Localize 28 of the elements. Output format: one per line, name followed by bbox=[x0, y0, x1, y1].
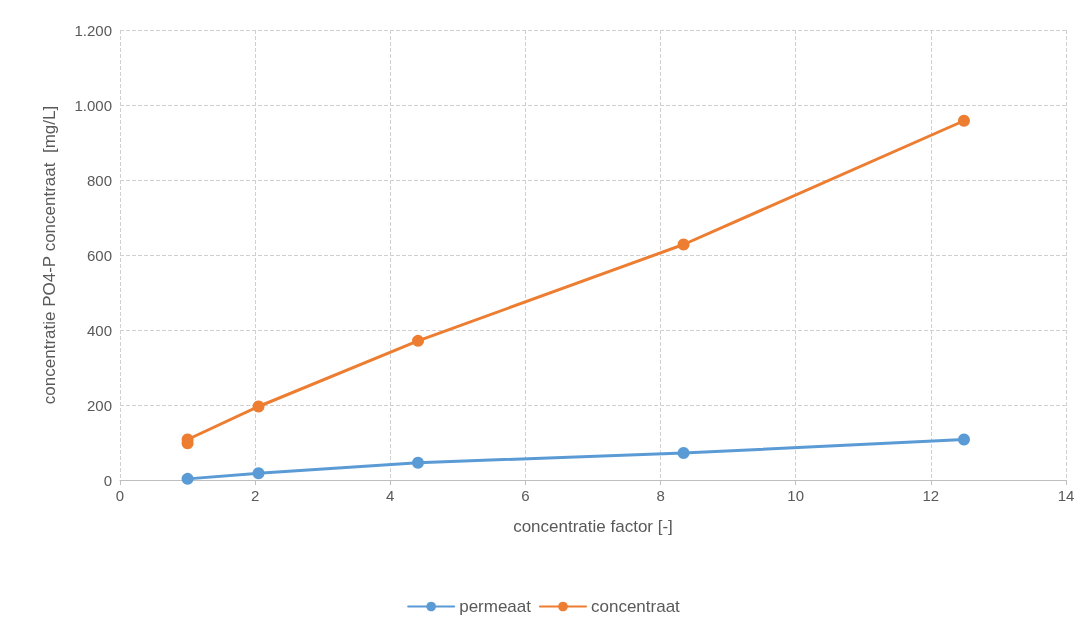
point bbox=[252, 400, 265, 413]
x-axis-title: concentratie factor [-] bbox=[513, 517, 673, 536]
point bbox=[677, 447, 690, 459]
y-tick-label: 1.200 bbox=[74, 21, 112, 39]
y-tick-label: 200 bbox=[86, 396, 112, 414]
y-tick-label: 0 bbox=[103, 471, 112, 489]
y-tick-label: 400 bbox=[86, 321, 112, 339]
point bbox=[181, 472, 194, 485]
x-tick-label: 2 bbox=[250, 487, 260, 504]
x-tick-label: 6 bbox=[521, 487, 530, 504]
point bbox=[957, 433, 970, 446]
legend-label: concentraat bbox=[590, 597, 681, 616]
y-tick-label: 800 bbox=[86, 171, 112, 189]
x-tick-label: 0 bbox=[115, 487, 125, 504]
legend-label: permeaat bbox=[459, 597, 532, 616]
y-axis-title: concentratie PO4-P concentraat [mg/L] bbox=[40, 105, 59, 405]
x-tick-label: 10 bbox=[787, 487, 805, 504]
x-tick-label: 14 bbox=[1057, 487, 1075, 504]
y-tick-label: 1.000 bbox=[74, 96, 112, 114]
point bbox=[677, 238, 690, 251]
point bbox=[412, 456, 424, 469]
x-tick-label: 8 bbox=[656, 487, 665, 504]
point bbox=[252, 467, 265, 480]
y-tick-label: 600 bbox=[86, 246, 112, 264]
point bbox=[957, 114, 970, 127]
point bbox=[412, 334, 424, 347]
x-tick-label: 12 bbox=[922, 487, 940, 504]
x-tick-label: 4 bbox=[386, 487, 395, 504]
